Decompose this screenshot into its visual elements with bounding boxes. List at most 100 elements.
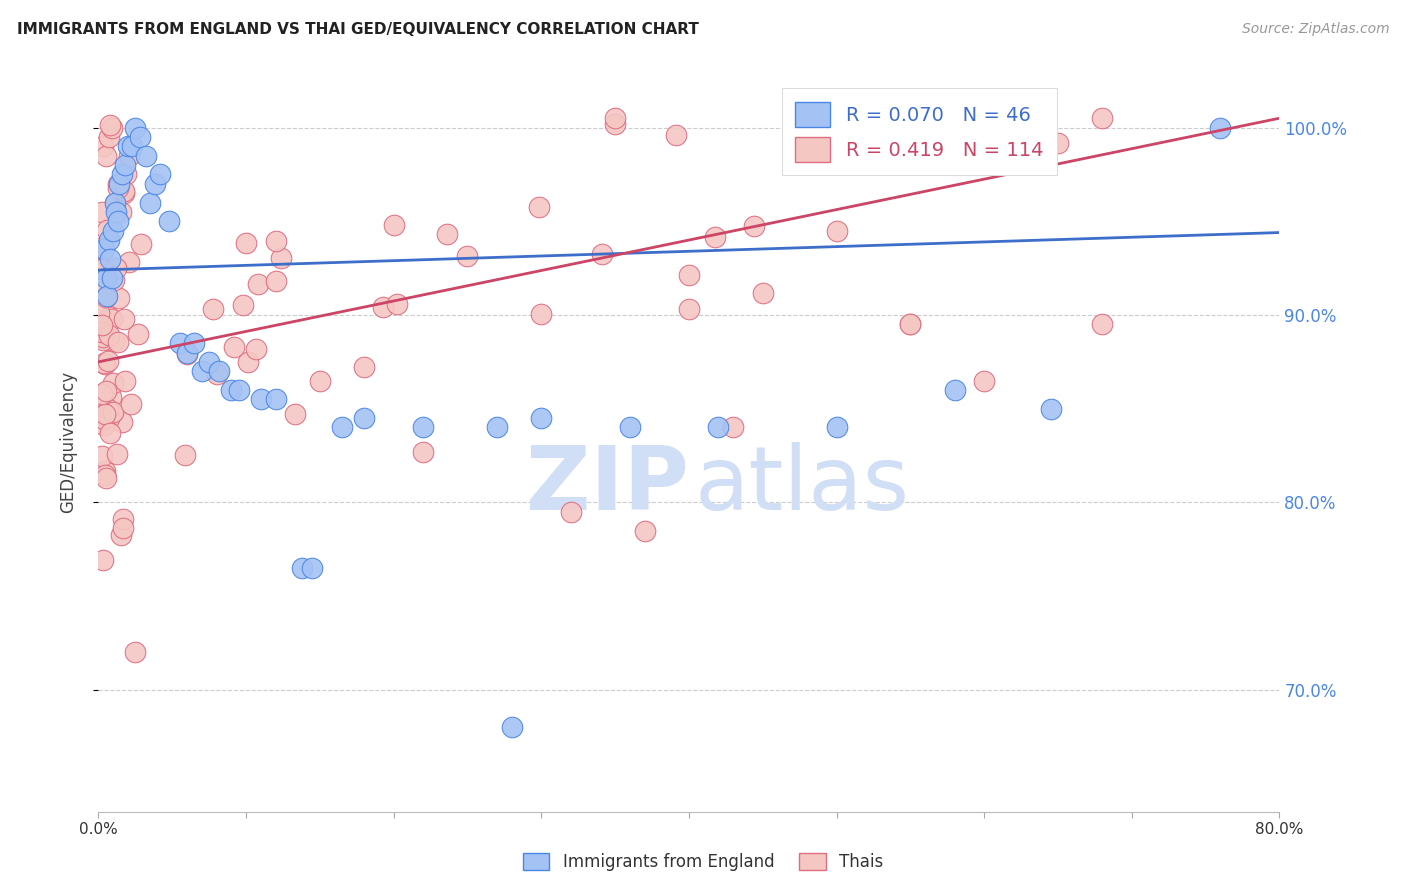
Point: [100, 270, 122, 285]
Point: [98, 328, 121, 343]
Point: [157, 214, 180, 228]
Point: [143, 177, 166, 191]
Point: [90, 386, 112, 401]
Point: [825, 420, 848, 434]
Point: [1046, 136, 1070, 150]
Point: [94, 471, 117, 485]
Point: [124, 120, 146, 135]
Point: [91, 318, 114, 333]
Point: [723, 420, 745, 434]
Point: [100, 118, 122, 132]
Point: [176, 345, 198, 359]
Legend: Immigrants from England, Thais: Immigrants from England, Thais: [515, 845, 891, 880]
Point: [108, 177, 131, 191]
Point: [98, 252, 121, 266]
Point: [224, 340, 246, 354]
Point: [114, 158, 136, 172]
Point: [530, 411, 553, 425]
Point: [208, 364, 231, 378]
Point: [101, 376, 124, 391]
Point: [89, 245, 111, 260]
Point: [117, 139, 139, 153]
Point: [250, 392, 273, 407]
Text: atlas: atlas: [695, 442, 910, 530]
Point: [96, 384, 118, 399]
Point: [100, 406, 122, 420]
Point: [1091, 112, 1114, 126]
Point: [191, 364, 214, 378]
Point: [198, 355, 221, 369]
Point: [103, 334, 125, 348]
Point: [91, 325, 114, 339]
Point: [127, 327, 149, 342]
Point: [97, 333, 120, 347]
Point: [619, 420, 641, 434]
Point: [112, 186, 135, 201]
Point: [1091, 318, 1114, 332]
Point: [900, 318, 922, 332]
Point: [486, 420, 509, 434]
Point: [284, 407, 307, 421]
Point: [605, 117, 627, 131]
Point: [128, 130, 150, 145]
Point: [385, 297, 408, 311]
Point: [97, 130, 120, 145]
Point: [353, 411, 375, 425]
Point: [270, 251, 292, 265]
Point: [91, 553, 114, 567]
Point: [93, 412, 115, 426]
Point: [238, 354, 260, 368]
Point: [107, 291, 129, 305]
Point: [101, 312, 124, 326]
Point: [93, 356, 115, 370]
Point: [105, 261, 128, 276]
Point: [371, 300, 394, 314]
Point: [1039, 401, 1062, 416]
Point: [221, 383, 243, 397]
Point: [412, 445, 434, 459]
Text: IMMIGRANTS FROM ENGLAND VS THAI GED/EQUIVALENCY CORRELATION CHART: IMMIGRANTS FROM ENGLAND VS THAI GED/EQUI…: [17, 22, 699, 37]
Point: [634, 524, 657, 538]
Point: [105, 447, 128, 461]
Point: [973, 374, 995, 388]
Point: [353, 359, 375, 374]
Point: [100, 426, 122, 441]
Point: [124, 645, 146, 659]
Point: [412, 420, 434, 434]
Point: [235, 236, 257, 251]
Point: [94, 322, 117, 336]
Point: [107, 214, 129, 228]
Point: [111, 168, 134, 182]
Point: [91, 333, 114, 347]
Point: [104, 195, 127, 210]
Point: [665, 128, 688, 142]
Point: [112, 512, 135, 526]
Point: [149, 168, 172, 182]
Legend: R = 0.070   N = 46, R = 0.419   N = 114: R = 0.070 N = 46, R = 0.419 N = 114: [782, 88, 1057, 176]
Point: [96, 289, 118, 303]
Point: [93, 243, 115, 257]
Point: [114, 375, 136, 389]
Point: [205, 368, 228, 382]
Point: [97, 402, 120, 417]
Point: [90, 449, 112, 463]
Point: [87, 306, 110, 320]
Point: [103, 224, 125, 238]
Point: [591, 247, 613, 261]
Point: [94, 270, 117, 285]
Point: [135, 149, 157, 163]
Point: [173, 448, 195, 462]
Point: [93, 330, 115, 344]
Point: [111, 415, 134, 429]
Point: [139, 195, 162, 210]
Point: [436, 227, 458, 241]
Point: [678, 301, 700, 316]
Point: [245, 343, 267, 357]
Point: [112, 521, 135, 535]
Point: [121, 139, 143, 153]
Point: [91, 139, 114, 153]
Point: [704, 230, 727, 244]
Point: [91, 261, 114, 276]
Point: [943, 383, 966, 397]
Point: [309, 374, 332, 388]
